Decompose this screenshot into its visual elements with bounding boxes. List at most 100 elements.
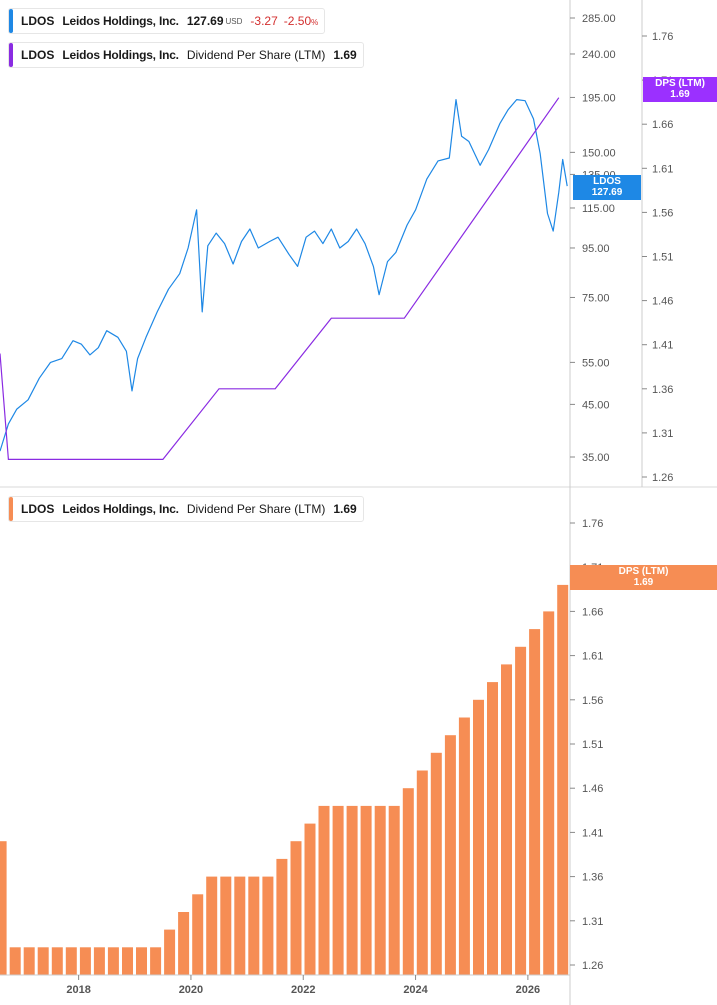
dps-bar — [529, 629, 541, 975]
x-axis-tick-label: 2018 — [66, 984, 90, 996]
price-axis-tick-label: 55.00 — [582, 357, 610, 369]
dps-bar — [65, 947, 77, 975]
dps-bar — [93, 947, 105, 975]
legend-change: -3.27 — [250, 14, 278, 28]
dps-axis-tick-label: 1.76 — [652, 31, 673, 43]
dps-axis-tick-label: 1.46 — [652, 296, 673, 308]
legend-company-name: Leidos Holdings, Inc. — [62, 14, 179, 28]
dps-axis-tick-label: 1.36 — [652, 384, 673, 396]
dps-top-tag-label: DPS (LTM) — [655, 78, 705, 89]
dps-bar — [416, 770, 428, 975]
legend-currency: USD — [225, 16, 243, 26]
dps-bar — [107, 947, 119, 975]
dps-axis-tick-label: 1.61 — [652, 163, 673, 175]
dps-bar — [360, 805, 372, 975]
legend-company-name: Leidos Holdings, Inc. — [62, 502, 179, 516]
dps-bar — [444, 735, 456, 975]
dps-bar — [192, 894, 204, 975]
bar-axis-tick-label: 1.36 — [582, 872, 603, 884]
x-axis-tick-label: 2022 — [291, 984, 315, 996]
dps-line — [0, 97, 560, 460]
price-axis-tick-label: 195.00 — [582, 92, 616, 104]
dps-axis-tick-label: 1.56 — [652, 207, 673, 219]
dps-bar — [262, 876, 274, 975]
dps-bar — [388, 805, 400, 975]
bar-axis-tick-label: 1.26 — [582, 960, 603, 972]
price-axis-tick-label: 95.00 — [582, 243, 610, 255]
dps-bar — [23, 947, 35, 975]
dps-bar — [206, 876, 218, 975]
bar-axis-tick-label: 1.66 — [582, 606, 603, 618]
legend-ticker: LDOS — [21, 14, 55, 28]
bar-axis-tick-label: 1.76 — [582, 518, 603, 530]
legend-ticker: LDOS — [21, 48, 55, 62]
price-axis-tick-label: 45.00 — [582, 399, 610, 411]
dps-bar — [304, 823, 316, 975]
dps-bar — [346, 805, 358, 975]
dps-axis-tick-label: 1.41 — [652, 340, 673, 352]
price-axis-tick-label: 240.00 — [582, 49, 616, 61]
x-axis-tick-label: 2024 — [403, 984, 428, 996]
dps-bar — [79, 947, 91, 975]
ldos-tag-value: 127.69 — [591, 187, 623, 198]
dps-bottom-tag: DPS (LTM) 1.69 — [570, 565, 717, 590]
legend-ticker: LDOS — [21, 502, 55, 516]
dps-top-tag: DPS (LTM) 1.69 — [643, 77, 717, 102]
dps-bar — [543, 611, 555, 975]
dps-bar — [51, 947, 63, 975]
ldos-price-tag: LDOS 127.69 — [573, 175, 641, 200]
x-axis-tick-label: 2020 — [179, 984, 203, 996]
price-axis-tick-label: 75.00 — [582, 292, 610, 304]
legend-metric: Dividend Per Share (LTM) — [186, 48, 326, 62]
dps-bar — [220, 876, 232, 975]
legend-change-pct: -2.50% — [283, 14, 319, 28]
legend-swatch — [9, 43, 13, 67]
dps-bar — [430, 752, 442, 975]
bar-axis-tick-label: 1.56 — [582, 695, 603, 707]
ldos-price-line — [0, 99, 568, 452]
top-legend-dps[interactable]: LDOS Leidos Holdings, Inc. Dividend Per … — [8, 42, 364, 68]
dps-bar — [178, 912, 190, 975]
dps-bar — [487, 682, 498, 975]
dps-bottom-tag-label: DPS (LTM) — [618, 566, 669, 577]
legend-value: 1.69 — [333, 48, 357, 62]
bar-axis-tick-label: 1.46 — [582, 783, 603, 795]
legend-company-name: Leidos Holdings, Inc. — [62, 48, 179, 62]
dps-bar — [37, 947, 49, 975]
legend-value: 1.69 — [333, 502, 357, 516]
top-legend-price[interactable]: LDOS Leidos Holdings, Inc. 127.69 USD -3… — [8, 8, 326, 34]
dps-bar — [164, 929, 176, 975]
dps-bar — [290, 841, 302, 975]
dps-bar — [557, 584, 569, 975]
x-axis-tick-label: 2026 — [516, 984, 540, 996]
dps-bar — [122, 947, 133, 975]
dps-axis-tick-label: 1.31 — [652, 428, 673, 440]
dps-bar — [150, 947, 162, 975]
dps-bar — [473, 699, 484, 975]
legend-swatch — [9, 9, 13, 33]
dps-bar — [458, 717, 470, 975]
bar-axis-tick-label: 1.51 — [582, 739, 603, 751]
bar-axis-tick-label: 1.41 — [582, 827, 603, 839]
dps-bar — [332, 805, 344, 975]
dps-bar — [234, 876, 246, 975]
dps-bar — [248, 876, 260, 975]
price-axis-tick-label: 285.00 — [582, 13, 616, 25]
dps-bar — [136, 947, 147, 975]
dps-bar — [402, 788, 414, 975]
dps-bottom-tag-value: 1.69 — [633, 577, 654, 588]
bottom-legend-dps[interactable]: LDOS Leidos Holdings, Inc. Dividend Per … — [8, 496, 364, 522]
price-axis-tick-label: 35.00 — [582, 452, 610, 464]
dps-bar — [515, 646, 527, 975]
dps-axis-tick-label: 1.66 — [652, 119, 673, 131]
dps-bar — [374, 805, 386, 975]
dps-top-tag-value: 1.69 — [670, 89, 690, 100]
legend-price: 127.69 — [186, 14, 224, 28]
dps-bar — [276, 858, 288, 975]
bar-axis-tick-label: 1.61 — [582, 651, 603, 663]
dps-axis-tick-label: 1.26 — [652, 472, 673, 484]
dps-bar — [9, 947, 21, 975]
legend-swatch — [9, 497, 13, 521]
price-axis-tick-label: 150.00 — [582, 147, 616, 159]
